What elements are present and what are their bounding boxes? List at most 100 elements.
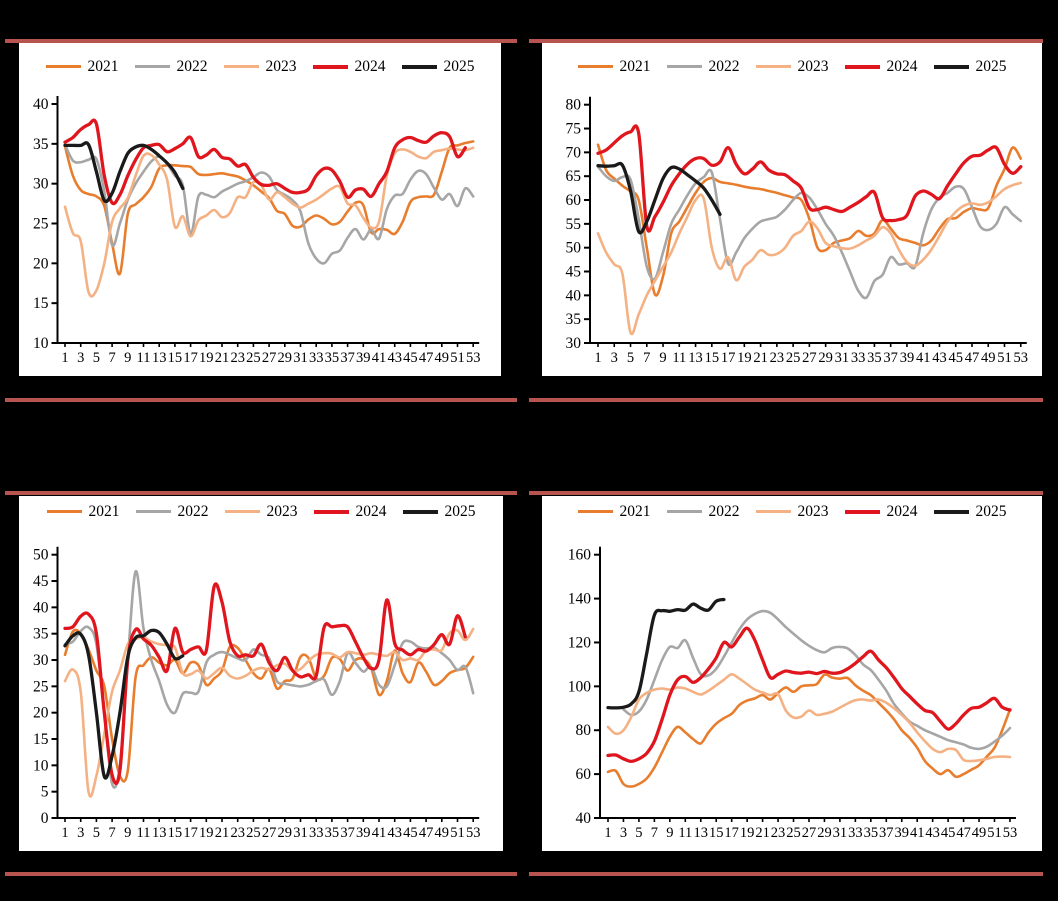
legend-label: 2021 xyxy=(619,503,651,520)
x-tick-label: 53 xyxy=(1003,825,1018,841)
legend-item-2021: 2021 xyxy=(577,503,651,520)
legend-label: 2023 xyxy=(266,503,298,520)
legend-dash-icon xyxy=(666,65,702,69)
series-line-2021 xyxy=(596,143,1023,297)
y-tick-label: 40 xyxy=(576,810,592,827)
x-tick-label: 43 xyxy=(387,350,402,366)
x-tick-label: 43 xyxy=(925,825,940,841)
y-tick-label: 80 xyxy=(576,722,592,739)
x-tick-label: 5 xyxy=(635,825,642,841)
x-tick-label: 41 xyxy=(372,825,387,841)
legend-dash-icon xyxy=(755,510,791,514)
legend-dash-icon xyxy=(135,510,171,514)
chart-panel-bottom-right: 2021 2022 2023 2024 2025 40 60 80 100 120 140 160 1… xyxy=(542,496,1042,851)
x-tick-label: 49 xyxy=(972,825,987,841)
x-tick-label: 29 xyxy=(278,350,293,366)
x-tick-label: 35 xyxy=(325,350,340,366)
x-tick-label: 39 xyxy=(356,350,371,366)
legend-item-2025: 2025 xyxy=(401,59,475,75)
y-tick-label: 25 xyxy=(33,216,49,233)
y-tick-label: 100 xyxy=(568,678,592,695)
x-tick-label: 25 xyxy=(246,350,261,366)
x-tick-label: 45 xyxy=(948,350,963,366)
y-tick-label: 120 xyxy=(568,634,592,651)
legend-label: 2024 xyxy=(354,58,386,75)
legend-dash-icon xyxy=(134,65,170,69)
legend-item-2023: 2023 xyxy=(755,504,829,520)
x-tick-label: 11 xyxy=(137,825,151,841)
legend-label: 2022 xyxy=(708,503,740,520)
separator-line xyxy=(5,39,517,43)
series-line-2023 xyxy=(63,146,475,298)
legend-dash-icon xyxy=(577,510,613,514)
separator-line xyxy=(529,872,1043,876)
x-tick-label: 3 xyxy=(77,350,84,366)
x-tick-label: 25 xyxy=(786,825,801,841)
x-tick-label: 51 xyxy=(997,350,1012,366)
x-tick-label: 49 xyxy=(435,350,450,366)
x-tick-label: 19 xyxy=(199,350,214,366)
legend-label: 2022 xyxy=(708,58,740,75)
x-tick-label: 25 xyxy=(246,825,261,841)
x-tick-label: 29 xyxy=(817,825,832,841)
x-tick-label: 27 xyxy=(262,825,277,841)
legend: 2021 2022 2023 2024 2025 xyxy=(19,504,503,520)
x-tick-label: 53 xyxy=(1014,350,1029,366)
x-tick-label: 25 xyxy=(786,350,801,366)
x-tick-label: 3 xyxy=(77,825,84,841)
y-tick-label: 35 xyxy=(33,136,49,153)
series-line-2025 xyxy=(596,161,722,235)
y-tick-label: 45 xyxy=(33,573,49,590)
legend-label: 2024 xyxy=(355,503,387,520)
legend: 2021 2022 2023 2024 2025 xyxy=(19,59,501,75)
series-line-2022 xyxy=(63,143,475,265)
x-tick-label: 37 xyxy=(340,825,355,841)
y-tick-label: 75 xyxy=(566,121,582,138)
legend: 2021 2022 2023 2024 2025 xyxy=(542,504,1042,520)
x-tick-label: 31 xyxy=(833,825,848,841)
x-tick-label: 37 xyxy=(879,825,894,841)
x-tick-label: 33 xyxy=(309,825,324,841)
legend-dash-icon xyxy=(844,64,880,69)
x-tick-label: 11 xyxy=(678,825,692,841)
chart-panel-top-left: 2021 2022 2023 2024 2025 10 15 20 25 30 35 40 1 3 5 7 9… xyxy=(19,43,501,376)
series-line-2023 xyxy=(596,181,1023,336)
x-tick-label: 33 xyxy=(309,350,324,366)
legend-item-2025: 2025 xyxy=(933,504,1007,520)
legend-label: 2022 xyxy=(176,58,208,75)
y-tick-label: 30 xyxy=(566,335,582,352)
x-tick-label: 27 xyxy=(802,350,817,366)
x-tick-label: 23 xyxy=(230,350,245,366)
legend-item-2021: 2021 xyxy=(577,58,651,75)
legend-dash-icon xyxy=(933,64,969,69)
chart-panel-top-right: 2021 2022 2023 2024 2025 30 35 40 45 50 55 60 65 70 7… xyxy=(542,43,1042,376)
x-tick-label: 3 xyxy=(620,825,627,841)
x-tick-label: 15 xyxy=(709,825,724,841)
legend-dash-icon xyxy=(312,64,348,69)
x-tick-label: 17 xyxy=(183,350,198,366)
y-tick-label: 65 xyxy=(566,168,582,185)
x-tick-label: 47 xyxy=(965,350,980,366)
x-tick-label: 7 xyxy=(108,825,115,841)
x-tick-label: 45 xyxy=(403,825,418,841)
legend-dash-icon xyxy=(401,64,437,69)
legend-dash-icon xyxy=(45,65,81,69)
legend-dash-icon xyxy=(755,65,791,69)
x-tick-label: 53 xyxy=(466,350,481,366)
x-tick-label: 21 xyxy=(755,825,770,841)
x-tick-label: 47 xyxy=(419,825,434,841)
series-line-2022 xyxy=(596,165,1023,300)
legend-dash-icon xyxy=(933,509,969,514)
x-tick-label: 1 xyxy=(594,350,601,366)
legend-label: 2025 xyxy=(975,58,1007,75)
legend-dash-icon xyxy=(223,65,259,69)
separator-line xyxy=(5,398,517,402)
legend-label: 2021 xyxy=(619,58,651,75)
separator-line xyxy=(529,398,1043,402)
x-tick-label: 5 xyxy=(627,350,634,366)
legend-label: 2024 xyxy=(886,503,918,520)
y-tick-label: 15 xyxy=(33,295,49,312)
legend-label: 2021 xyxy=(88,503,120,520)
